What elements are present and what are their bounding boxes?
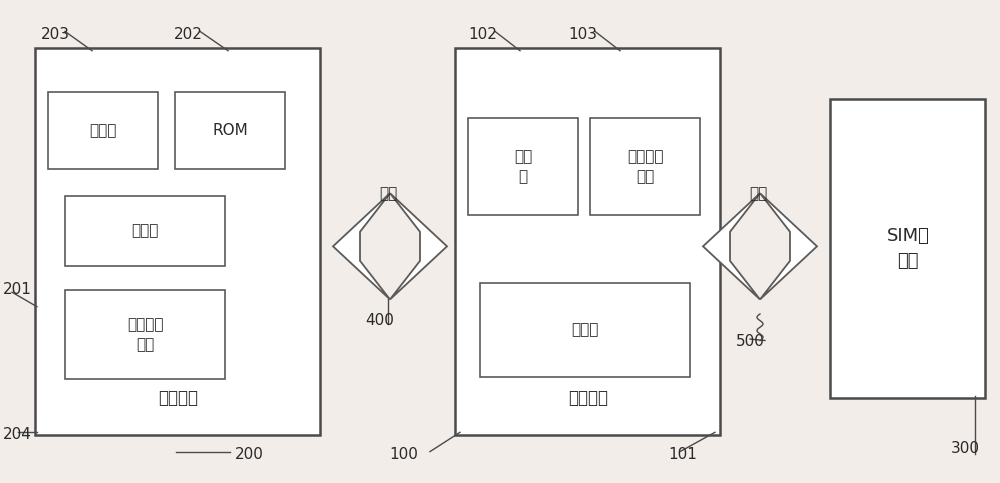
Text: 终端主体: 终端主体 [158, 389, 198, 408]
Text: 101: 101 [668, 446, 697, 462]
Text: 200: 200 [235, 446, 264, 462]
Text: 加密芯片: 加密芯片 [568, 389, 608, 408]
Text: 100: 100 [389, 446, 418, 462]
Bar [65, 290, 225, 379]
Text: 102: 102 [469, 27, 497, 42]
Polygon shape [333, 193, 390, 299]
Text: 存储
器: 存储 器 [514, 149, 532, 184]
Bar [468, 118, 578, 215]
Text: 500: 500 [736, 334, 764, 349]
Text: ROM: ROM [212, 123, 248, 138]
Text: 接口: 接口 [379, 185, 397, 201]
Bar [35, 48, 320, 435]
Text: 202: 202 [174, 27, 202, 42]
Text: 存储器: 存储器 [89, 123, 117, 138]
Bar [590, 118, 700, 215]
Bar [175, 92, 285, 169]
Bar [830, 99, 985, 398]
Text: 201: 201 [3, 282, 32, 298]
Text: SIM卡
模块: SIM卡 模块 [887, 227, 929, 270]
Polygon shape [703, 193, 760, 299]
Bar [455, 48, 720, 435]
Text: 主芯片: 主芯片 [131, 223, 159, 238]
Bar [65, 196, 225, 266]
Text: 处理器: 处理器 [571, 322, 599, 337]
Text: 103: 103 [568, 27, 598, 42]
Bar [480, 283, 690, 377]
Text: 第二算法
模块: 第二算法 模块 [127, 317, 163, 352]
Text: 接口: 接口 [749, 185, 767, 201]
Text: 300: 300 [950, 441, 980, 456]
Text: 204: 204 [3, 427, 32, 442]
Polygon shape [390, 193, 447, 299]
Bar [48, 92, 158, 169]
Text: 400: 400 [366, 313, 394, 328]
Text: 第一算法
模块: 第一算法 模块 [627, 149, 663, 184]
Text: 203: 203 [40, 27, 70, 42]
Polygon shape [760, 193, 817, 299]
